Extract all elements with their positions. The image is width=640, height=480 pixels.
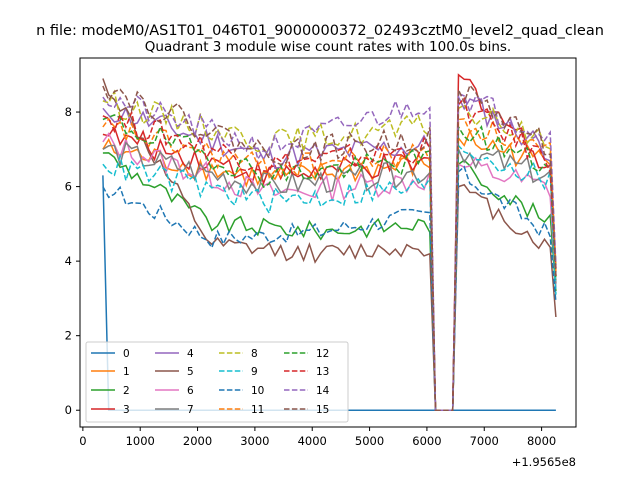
legend-label-11: 11 [251,404,264,416]
legend-label-8: 8 [251,348,258,360]
legend-label-14: 14 [316,385,330,397]
x-tick-label: 8000 [527,434,556,448]
legend-label-10: 10 [251,385,264,397]
y-tick-label: 2 [65,329,72,343]
x-tick-label: 6000 [412,434,441,448]
figure-suptitle: n file: modeM0/AS1T01_046T01_9000000372_… [36,23,604,39]
series-line-12 [102,114,557,411]
y-axis: 0 2 4 6 8 [65,105,80,417]
legend-label-12: 12 [316,348,329,360]
x-tick-label: 2000 [183,434,212,448]
legend-label-0: 0 [123,348,130,360]
y-tick-label: 0 [65,403,72,417]
series-line-6 [102,132,557,411]
axes-frame [79,57,577,428]
x-tick-label: 5000 [355,434,384,448]
series-line-15 [102,83,557,411]
legend-label-13: 13 [316,366,329,378]
x-tick-label: 7000 [470,434,499,448]
series-line-2 [102,152,557,411]
series-line-7 [102,141,557,411]
y-tick-label: 6 [65,180,72,194]
legend-label-5: 5 [187,366,194,378]
series-line-8 [102,89,557,411]
x-tick-label: 0 [79,434,86,448]
series-line-9 [102,143,557,411]
legend-label-3: 3 [123,404,130,416]
series-line-10 [102,165,557,411]
chart-title: Quadrant 3 module wise count rates with … [145,39,511,55]
legend-frame [85,341,349,423]
legend-label-6: 6 [187,385,194,397]
plot-area [79,57,577,428]
series-line-13 [102,96,557,411]
series-line-14 [102,92,557,411]
y-tick-label: 8 [65,105,72,119]
x-tick-label: 3000 [240,434,269,448]
series-line-11 [102,117,557,411]
x-axis: 0 1000 2000 3000 4000 5000 6000 7000 8000 [79,427,556,448]
x-offset-label: +1.9565e8 [512,455,576,469]
series-line-5 [102,78,557,411]
y-tick-label: 4 [65,254,72,268]
legend-label-7: 7 [187,404,194,416]
legend-label-15: 15 [316,404,329,416]
series-layer [102,73,557,411]
legend-label-1: 1 [123,366,130,378]
legend-label-9: 9 [251,366,258,378]
legend-label-2: 2 [123,385,130,397]
legend-label-4: 4 [187,348,194,360]
x-tick-label: 1000 [126,434,155,448]
x-tick-label: 4000 [298,434,327,448]
